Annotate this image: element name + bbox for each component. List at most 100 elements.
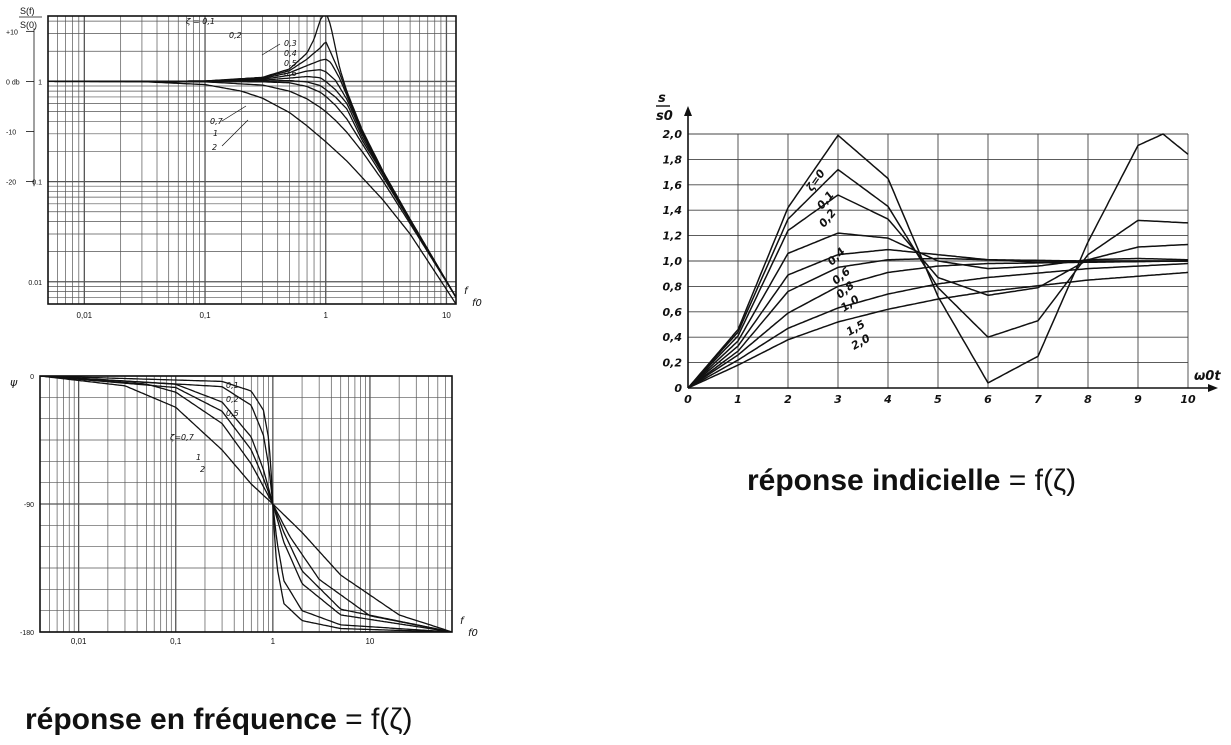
amplitude-db-tick-label: 0 db	[6, 79, 20, 86]
step-x-tick-label: 7	[1034, 393, 1042, 406]
amplitude-curve-label: 0,5	[284, 59, 297, 68]
step-y-tick-label: 0	[674, 382, 682, 395]
step-response-caption: réponse indicielle = f(ζ)	[747, 464, 1076, 498]
phase-frame	[39, 375, 453, 633]
amplitude-curve-label: 0,2	[229, 31, 242, 40]
step-curve-zeta-1-0	[687, 260, 1188, 389]
amplitude-x-tick-label: 1	[324, 311, 329, 320]
phase-curve-label: 2	[200, 465, 205, 474]
phase-curve-zeta-2	[40, 376, 452, 632]
amplitude-ylabel-den: S(0)	[20, 20, 37, 30]
amplitude-curve-label: 0,4	[284, 49, 297, 58]
amplitude-x-tick-label: 10	[442, 311, 451, 320]
freq-caption-title: réponse en fréquence	[25, 703, 337, 736]
step-y-tick-label: 0,2	[663, 357, 683, 370]
step-x-tick-label: 1	[734, 393, 742, 406]
step-x-tick-label: 8	[1084, 393, 1092, 406]
phase-x-tick-label: 1	[271, 637, 276, 646]
phase-y-tick-label: 0	[30, 374, 34, 381]
step-x-tick-label: 5	[934, 393, 942, 406]
amplitude-curve-zeta-0-7	[48, 80, 456, 298]
step-y-tick-label: 0,4	[663, 331, 683, 344]
amplitude-db-tick-label: +10	[6, 29, 18, 36]
step-curve-zeta-0-1	[687, 168, 1189, 389]
step-y-tick-label: 1,0	[663, 255, 683, 268]
amplitude-leader-line	[221, 119, 249, 147]
amplitude-curves	[48, 16, 456, 304]
step-y-tick-label: 1,6	[663, 179, 683, 192]
amplitude-curve-zeta-0-5	[48, 75, 456, 298]
amplitude-curve-label: 0,7	[210, 117, 224, 126]
step-ylabel-num: s	[658, 91, 666, 106]
step-response-chart: 0 1 2 3 4 5 6 7 8 9 10 0 0,2 0,4 0,6 0,8 1,0 1,2 1,4 1,6 1,8…	[656, 91, 1221, 406]
amplitude-db-tick-label: -10	[6, 130, 16, 137]
amplitude-xlabel-den: f0	[472, 298, 482, 309]
step-x-tick-label: 10	[1180, 393, 1196, 406]
amplitude-curve-zeta-1	[48, 80, 456, 298]
amplitude-x-tick-label: 0,01	[77, 311, 93, 320]
step-y-tick-label: 1,8	[663, 153, 683, 166]
step-y-tick-label: 0,8	[663, 280, 683, 293]
step-curve-zeta-0-4	[687, 232, 1188, 389]
phase-xlabel-den: f0	[468, 628, 478, 639]
amplitude-curve-zeta-0-1	[48, 16, 456, 298]
step-y-tick-label: 0,6	[663, 306, 683, 319]
phase-curve-zeta-1	[40, 376, 452, 632]
step-x-tick-label: 2	[784, 393, 792, 406]
step-y-arrow	[684, 106, 692, 116]
phase-chart: 0,01 0,1 1 10 0 -90 -180 ψ ff0 0,1 0,2 0,5 ζ=0,7 1 2	[10, 374, 478, 646]
step-y-tick-label: 1,2	[663, 230, 683, 243]
phase-x-tick-label: 0,1	[170, 637, 182, 646]
step-x-tick-label: 0	[684, 393, 692, 406]
amplitude-leader-line	[221, 105, 247, 122]
phase-x-tick-label: 0,01	[71, 637, 87, 646]
step-curves	[687, 133, 1189, 389]
amplitude-ylabel-num: S(f)	[20, 6, 35, 16]
amplitude-curve-label: ζ = 0,1	[185, 17, 215, 26]
amplitude-curve-zeta-2	[48, 80, 456, 304]
phase-ylabel: ψ	[10, 376, 18, 389]
step-curve-zeta-0	[687, 133, 1189, 389]
amplitude-y-tick-label: 0.1	[32, 180, 42, 187]
phase-curve-zeta-0-1	[40, 376, 452, 632]
step-curve-label: 0,4	[825, 245, 848, 268]
amplitude-curve-label: 0,3	[284, 39, 297, 48]
step-curve-zeta-0-8	[687, 257, 1188, 389]
step-curve-zeta-2-0	[687, 271, 1189, 389]
phase-xlabel-num: f	[460, 616, 465, 627]
step-caption-formula: = f(ζ)	[1000, 464, 1077, 497]
step-curve-label: ζ=0	[804, 167, 828, 194]
amplitude-curve-label: 0,6	[284, 69, 297, 78]
phase-curve-label: 0,1	[226, 381, 239, 390]
amplitude-chart: 0,01 0,1 1 10 1 0.1 0.01 +10 0 db -10 -20 S(f) S(0) f…	[6, 6, 482, 320]
phase-grid	[39, 375, 453, 633]
amplitude-curve-label: 2	[212, 143, 217, 152]
phase-y-tick-label: -180	[20, 630, 34, 637]
phase-curve-zeta-0-5	[40, 376, 452, 632]
step-y-tick-label: 2,0	[663, 128, 683, 141]
phase-curve-label: ζ=0,7	[169, 433, 195, 442]
amplitude-x-tick-label: 0,1	[199, 311, 211, 320]
amplitude-curve-label: 1	[213, 129, 218, 138]
amplitude-leader-line	[261, 43, 281, 56]
step-curve-zeta-0-2	[687, 194, 1189, 389]
step-curve-zeta-1-5	[687, 262, 1189, 389]
amplitude-grid	[47, 16, 456, 305]
freq-caption-formula: = f(ζ)	[336, 703, 413, 736]
step-curve-label: 0,1	[814, 189, 836, 212]
step-caption-title: réponse indicielle	[747, 464, 1001, 497]
phase-curve-label: 0,5	[226, 409, 239, 418]
step-x-tick-label: 3	[834, 393, 842, 406]
amplitude-y-tick-label: 0.01	[28, 280, 42, 287]
phase-curves	[40, 376, 452, 632]
phase-x-tick-label: 10	[365, 637, 374, 646]
step-y-tick-label: 1,4	[663, 204, 683, 217]
phase-y-tick-label: -90	[24, 502, 34, 509]
amplitude-frame	[47, 15, 457, 305]
amplitude-xlabel-num: f	[464, 286, 469, 297]
phase-curve-label: 0,2	[226, 395, 239, 404]
step-x-tick-label: 4	[883, 393, 892, 406]
step-x-tick-label: 6	[984, 393, 992, 406]
step-xlabel: ω0t	[1194, 369, 1221, 384]
amplitude-y-tick-label: 1	[38, 79, 42, 86]
